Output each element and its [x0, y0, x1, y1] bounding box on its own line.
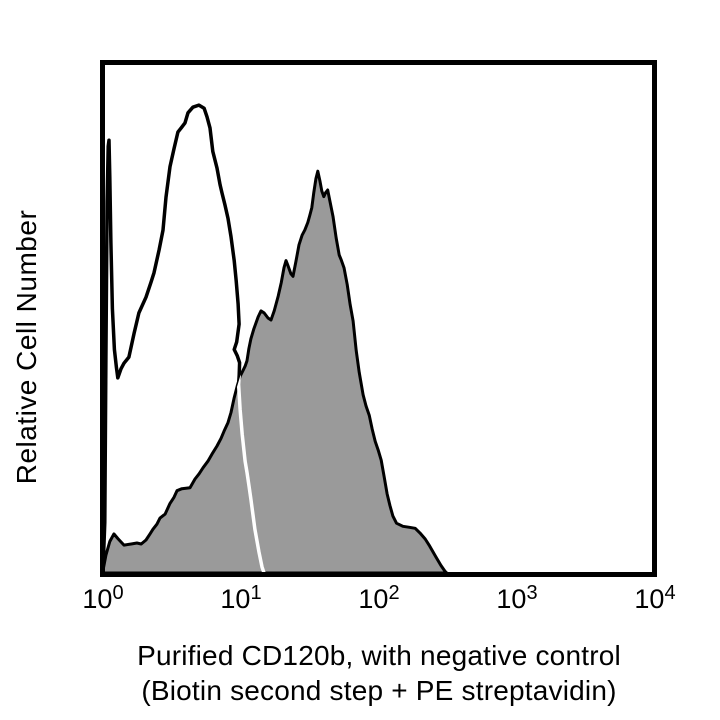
tick-base: 10	[358, 584, 389, 614]
tick-exponent: 1	[250, 582, 262, 604]
tick-exponent: 3	[526, 582, 538, 604]
plot-frame	[100, 60, 657, 577]
tick-exponent: 0	[112, 582, 124, 604]
x-tick-label-10e2: 102	[358, 582, 400, 615]
tick-base: 10	[496, 584, 527, 614]
open-histogram-occluded-white-segment	[236, 360, 266, 573]
tick-base: 10	[634, 584, 665, 614]
caption-line-2: (Biotin second step + PE streptavidin)	[141, 675, 617, 706]
x-tick-label-10e1: 101	[220, 582, 262, 615]
x-tick-label-10e3: 103	[496, 582, 538, 615]
x-tick-label-10e0: 100	[82, 582, 124, 615]
x-tick-label-10e4: 104	[634, 582, 676, 615]
tick-exponent: 2	[388, 582, 400, 604]
tick-base: 10	[220, 584, 251, 614]
x-axis-caption: Purified CD120b, with negative control (…	[39, 638, 719, 708]
filled-histogram-area	[101, 169, 449, 575]
caption-line-1: Purified CD120b, with negative control	[137, 640, 621, 671]
tick-exponent: 4	[664, 582, 676, 604]
tick-base: 10	[82, 584, 113, 614]
